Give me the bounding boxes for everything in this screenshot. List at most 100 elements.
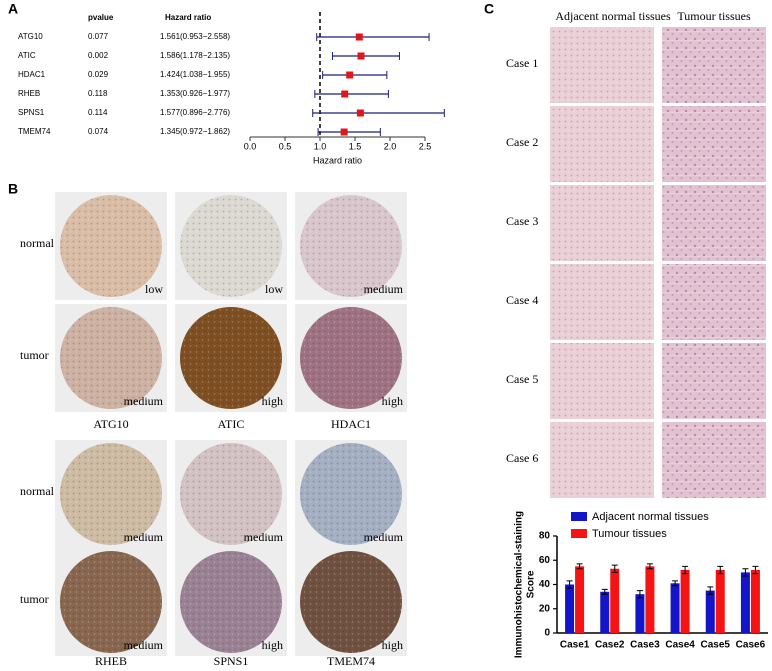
row-label: RHEB bbox=[18, 89, 40, 98]
x-tick-label: 1.5 bbox=[349, 141, 362, 151]
case-label: Case 5 bbox=[506, 372, 538, 386]
row-label: tumor bbox=[20, 592, 49, 606]
hazard-point bbox=[356, 109, 364, 117]
tissue-texture bbox=[180, 195, 282, 297]
legend-label: Adjacent normal tissues bbox=[592, 511, 709, 523]
case-label: Case 1 bbox=[506, 56, 538, 70]
y-axis-label: Immunohistochemical-staining bbox=[514, 511, 525, 658]
x-tick-label: Case5 bbox=[701, 640, 731, 651]
gene-label: HDAC1 bbox=[331, 417, 371, 431]
level-label: medium bbox=[364, 530, 404, 544]
legend-swatch bbox=[571, 529, 587, 538]
case-texture bbox=[550, 27, 654, 103]
bar bbox=[740, 572, 750, 633]
case-texture bbox=[550, 422, 654, 498]
hazard-text: 1.345(0.972−1.862) bbox=[160, 127, 230, 136]
tissue-texture bbox=[60, 443, 162, 545]
x-tick-label: 0.0 bbox=[244, 141, 257, 151]
error-bar bbox=[601, 588, 608, 595]
tissue-texture bbox=[300, 443, 402, 545]
level-label: high bbox=[382, 638, 403, 652]
bar bbox=[600, 591, 610, 633]
gene-label: ATG10 bbox=[93, 417, 128, 431]
legend-label: Tumour tissues bbox=[592, 528, 667, 540]
hazard-text: 1.353(0.926−1.977) bbox=[160, 89, 230, 98]
x-tick-label: 2.0 bbox=[384, 141, 397, 151]
p-value: 0.118 bbox=[88, 89, 108, 98]
row-label: normal bbox=[20, 236, 55, 250]
level-label: high bbox=[262, 638, 283, 652]
row-label: ATIC bbox=[18, 51, 36, 60]
error-bar bbox=[576, 563, 583, 570]
p-value: 0.114 bbox=[88, 108, 108, 117]
tissue-texture bbox=[300, 195, 402, 297]
case-texture bbox=[662, 185, 766, 261]
gene-label: RHEB bbox=[95, 654, 127, 668]
hazard-point bbox=[341, 90, 349, 98]
error-bar bbox=[682, 565, 689, 575]
row-label: normal bbox=[20, 484, 55, 498]
hazard-text: 1.561(0.953−2.558) bbox=[160, 32, 230, 41]
bar bbox=[715, 569, 725, 633]
case-texture bbox=[550, 106, 654, 182]
case-texture bbox=[662, 264, 766, 340]
y-tick-label: 80 bbox=[539, 531, 551, 542]
p-value: 0.074 bbox=[88, 127, 109, 136]
error-bar bbox=[636, 590, 643, 599]
x-tick-label: Case2 bbox=[595, 640, 625, 651]
x-tick-label: 1.0 bbox=[314, 141, 327, 151]
y-tick-label: 0 bbox=[544, 628, 550, 639]
level-label: medium bbox=[364, 282, 404, 296]
case-texture bbox=[662, 106, 766, 182]
case-texture bbox=[662, 343, 766, 419]
row-label: SPNS1 bbox=[18, 108, 45, 117]
row-label: HDAC1 bbox=[18, 70, 46, 79]
error-bar bbox=[646, 563, 653, 570]
case-label: Case 6 bbox=[506, 451, 538, 465]
bar bbox=[680, 569, 690, 633]
case-texture bbox=[662, 422, 766, 498]
bar bbox=[575, 566, 585, 633]
hazard-text: 1.424(1.038−1.955) bbox=[160, 70, 230, 79]
level-label: high bbox=[382, 394, 403, 408]
column-header: Hazard ratio bbox=[165, 13, 211, 22]
y-tick-label: 20 bbox=[539, 603, 551, 614]
gene-label: ATIC bbox=[218, 417, 245, 431]
bar bbox=[750, 569, 760, 633]
panel-label: A bbox=[8, 1, 18, 17]
bar bbox=[670, 583, 680, 633]
row-label: tumor bbox=[20, 348, 49, 362]
error-bar bbox=[672, 580, 679, 587]
error-bar bbox=[717, 565, 724, 575]
tissue-texture bbox=[180, 307, 282, 409]
panel-label: B bbox=[8, 181, 18, 197]
column-header: pvalue bbox=[88, 13, 114, 22]
hazard-text: 1.586(1.178−2.135) bbox=[160, 51, 230, 60]
level-label: low bbox=[265, 282, 283, 296]
case-texture bbox=[550, 185, 654, 261]
y-tick-label: 40 bbox=[539, 579, 551, 590]
error-bar bbox=[611, 564, 618, 573]
x-tick-label: 0.5 bbox=[279, 141, 292, 151]
x-tick-label: Case6 bbox=[736, 640, 766, 651]
p-value: 0.002 bbox=[88, 51, 109, 60]
hazard-point bbox=[355, 33, 363, 41]
bar bbox=[610, 568, 620, 633]
column-header: Tumour tissues bbox=[677, 9, 751, 23]
p-value: 0.077 bbox=[88, 32, 109, 41]
level-label: medium bbox=[124, 530, 164, 544]
x-tick-label: Case4 bbox=[665, 640, 695, 651]
case-label: Case 3 bbox=[506, 214, 538, 228]
tissue-texture bbox=[300, 551, 402, 653]
tissue-texture bbox=[60, 551, 162, 653]
legend-swatch bbox=[571, 512, 587, 521]
gene-label: SPNS1 bbox=[214, 654, 249, 668]
level-label: low bbox=[145, 282, 163, 296]
p-value: 0.029 bbox=[88, 70, 109, 79]
x-tick-label: Case3 bbox=[630, 640, 660, 651]
tissue-texture bbox=[180, 551, 282, 653]
x-axis-label: Hazard ratio bbox=[313, 155, 362, 165]
case-texture bbox=[550, 343, 654, 419]
x-tick-label: 2.5 bbox=[419, 141, 432, 151]
